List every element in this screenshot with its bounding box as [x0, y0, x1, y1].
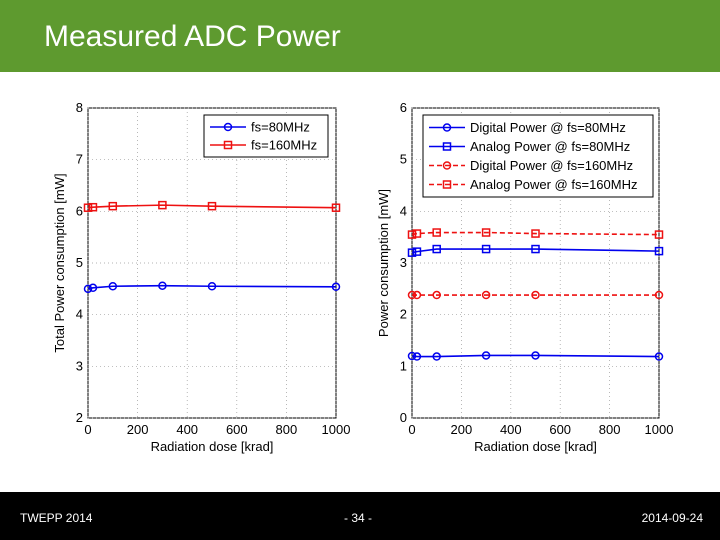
footer-conference: TWEPP 2014	[20, 511, 93, 525]
data-point-circle	[654, 352, 664, 361]
x-tick-label: 600	[549, 422, 571, 437]
y-tick-label: 4	[400, 203, 407, 218]
data-point-circle	[331, 282, 341, 292]
y-tick-label: 6	[76, 203, 83, 218]
footer-bar: TWEPP 2014 - 34 - 2014-09-24	[0, 492, 720, 540]
x-tick-label: 200	[451, 422, 473, 437]
y-tick-label: 7	[76, 152, 83, 167]
x-tick-label: 800	[276, 422, 298, 437]
data-point-square	[108, 201, 118, 211]
legend-marker-circle	[442, 123, 452, 132]
data-point-circle	[207, 282, 217, 291]
data-point-square	[412, 229, 422, 238]
legend-marker-square	[442, 142, 452, 151]
y-tick-label: 4	[76, 307, 83, 322]
legend-label: Analog Power @ fs=160MHz	[470, 177, 637, 192]
y-tick-label: 3	[76, 358, 83, 373]
data-point-square	[531, 244, 540, 254]
data-point-square	[481, 228, 491, 237]
legend-label: Digital Power @ fs=80MHz	[470, 120, 626, 135]
legend-box	[203, 114, 329, 158]
y-tick-label: 2	[76, 410, 83, 425]
x-tick-label: 800	[599, 422, 621, 437]
data-point-circle	[83, 284, 93, 294]
chart-2: 0 200 400 600 800 1000 0 1 2 3 4 5 6 Radiation dose […	[376, 100, 673, 454]
data-point-circle	[481, 290, 491, 300]
data-point-circle	[88, 283, 98, 293]
data-point-circle	[407, 290, 417, 300]
x-tick-label: 600	[226, 422, 248, 437]
data-point-square	[654, 230, 664, 239]
data-point-circle	[412, 290, 422, 300]
x-axis-label: Radiation dose [krad]	[151, 439, 274, 454]
y-tick-label: 5	[76, 255, 83, 270]
data-point-square	[88, 202, 98, 212]
data-point-circle	[531, 290, 540, 300]
legend-label: fs=80MHz	[251, 120, 310, 135]
legend-label: Digital Power @ fs=160MHz	[470, 158, 633, 173]
x-tick-label: 1000	[645, 422, 674, 437]
data-point-square	[432, 228, 441, 237]
x-axis-label: Radiation dose [krad]	[474, 439, 597, 454]
data-point-circle	[108, 282, 118, 291]
data-point-square	[531, 229, 540, 238]
data-point-circle	[412, 352, 422, 361]
x-tick-label: 0	[84, 422, 91, 437]
data-point-square	[407, 230, 417, 239]
data-point-square	[481, 244, 491, 254]
legend-marker-square	[223, 140, 233, 150]
data-point-square	[432, 244, 441, 254]
x-tick-label: 1000	[322, 422, 351, 437]
legend-marker-square	[442, 180, 452, 189]
legend-box	[422, 114, 654, 198]
data-point-circle	[481, 351, 491, 360]
data-point-square	[158, 200, 167, 210]
y-axis-label: Power consumption [mW]	[376, 189, 391, 337]
data-point-circle	[654, 290, 664, 300]
x-tick-label: 400	[176, 422, 198, 437]
legend-label: fs=160MHz	[251, 138, 317, 153]
y-tick-label: 5	[400, 152, 407, 167]
data-point-square	[83, 203, 93, 212]
data-point-square	[407, 248, 417, 257]
data-point-circle	[432, 352, 441, 361]
y-tick-label: 1	[400, 358, 407, 373]
data-point-circle	[531, 351, 540, 360]
data-point-circle	[158, 281, 167, 290]
x-tick-label: 400	[500, 422, 522, 437]
y-tick-label: 8	[76, 100, 83, 115]
chart-1: 0 200 400 600 800 1000 2 3 4 5 6 7 8 Radiation dose […	[52, 100, 350, 454]
slide-title: Measured ADC Power	[44, 20, 341, 53]
legend-marker-circle	[223, 122, 233, 132]
legend-marker-circle	[442, 161, 452, 170]
legend-label: Analog Power @ fs=80MHz	[470, 139, 630, 154]
y-tick-label: 2	[400, 307, 407, 322]
footer-date: 2014-09-24	[641, 511, 703, 525]
x-tick-label: 0	[408, 422, 415, 437]
y-axis-label: Total Power consumption [mW]	[52, 173, 67, 352]
footer-page-number: - 34 -	[344, 511, 373, 525]
title-bar: Measured ADC Power	[0, 0, 720, 72]
data-point-circle	[432, 290, 441, 300]
y-tick-label: 6	[400, 100, 407, 115]
y-tick-label: 0	[400, 410, 407, 425]
data-point-square	[207, 201, 217, 211]
data-point-square	[412, 247, 422, 256]
y-tick-label: 3	[400, 255, 407, 270]
data-point-square	[331, 203, 341, 212]
data-point-square	[654, 246, 664, 256]
x-tick-label: 200	[127, 422, 149, 437]
data-point-circle	[407, 351, 417, 361]
